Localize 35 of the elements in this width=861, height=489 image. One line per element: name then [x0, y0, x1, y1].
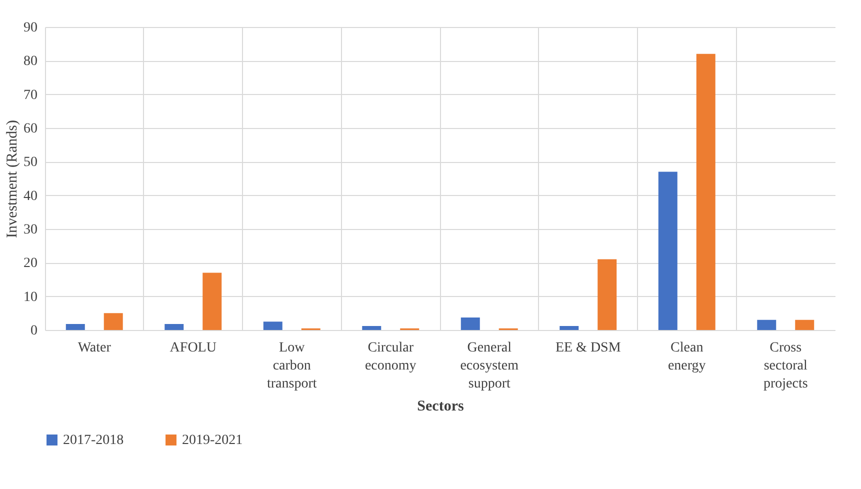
x-tick-label: AFOLU	[170, 340, 216, 356]
x-tick-label: Cross sectoral projects	[763, 340, 808, 392]
x-tick-label: Water	[78, 340, 112, 356]
bar	[66, 324, 85, 330]
y-tick-label: 30	[24, 222, 38, 238]
y-axis-title: Investment (Rands)	[4, 120, 20, 238]
bar	[164, 324, 184, 330]
x-tick-label: General ecosystem support	[460, 340, 519, 392]
bar	[560, 326, 579, 330]
legend-label: 2019-2021	[182, 433, 243, 448]
bar	[696, 54, 716, 330]
y-tick-label: 0	[30, 324, 38, 338]
y-tick-label: 10	[24, 290, 38, 305]
bar	[104, 313, 123, 330]
x-tick-label: Low carbon transport	[266, 340, 317, 392]
y-tick-label: 60	[24, 122, 38, 136]
legend-label: 2017-2018	[63, 433, 124, 448]
x-axis-title: Sectors	[417, 398, 464, 414]
x-tick-label: Circular economy	[364, 340, 416, 374]
bar	[757, 320, 776, 330]
bar	[202, 272, 222, 330]
x-tick-label: Clean energy	[668, 340, 706, 374]
bar	[598, 259, 617, 330]
y-tick-label: 70	[24, 88, 38, 103]
y-tick-label: 90	[24, 20, 38, 36]
y-tick-label: 40	[24, 188, 38, 204]
x-tick-label: EE & DSM	[555, 340, 622, 356]
bar	[460, 318, 480, 330]
y-tick-label: 50	[24, 155, 38, 170]
bar	[795, 320, 814, 330]
y-tick-label: 80	[24, 54, 38, 70]
bar	[658, 172, 678, 330]
bar	[362, 326, 382, 330]
y-tick-label: 20	[24, 256, 38, 272]
bar	[263, 322, 282, 330]
